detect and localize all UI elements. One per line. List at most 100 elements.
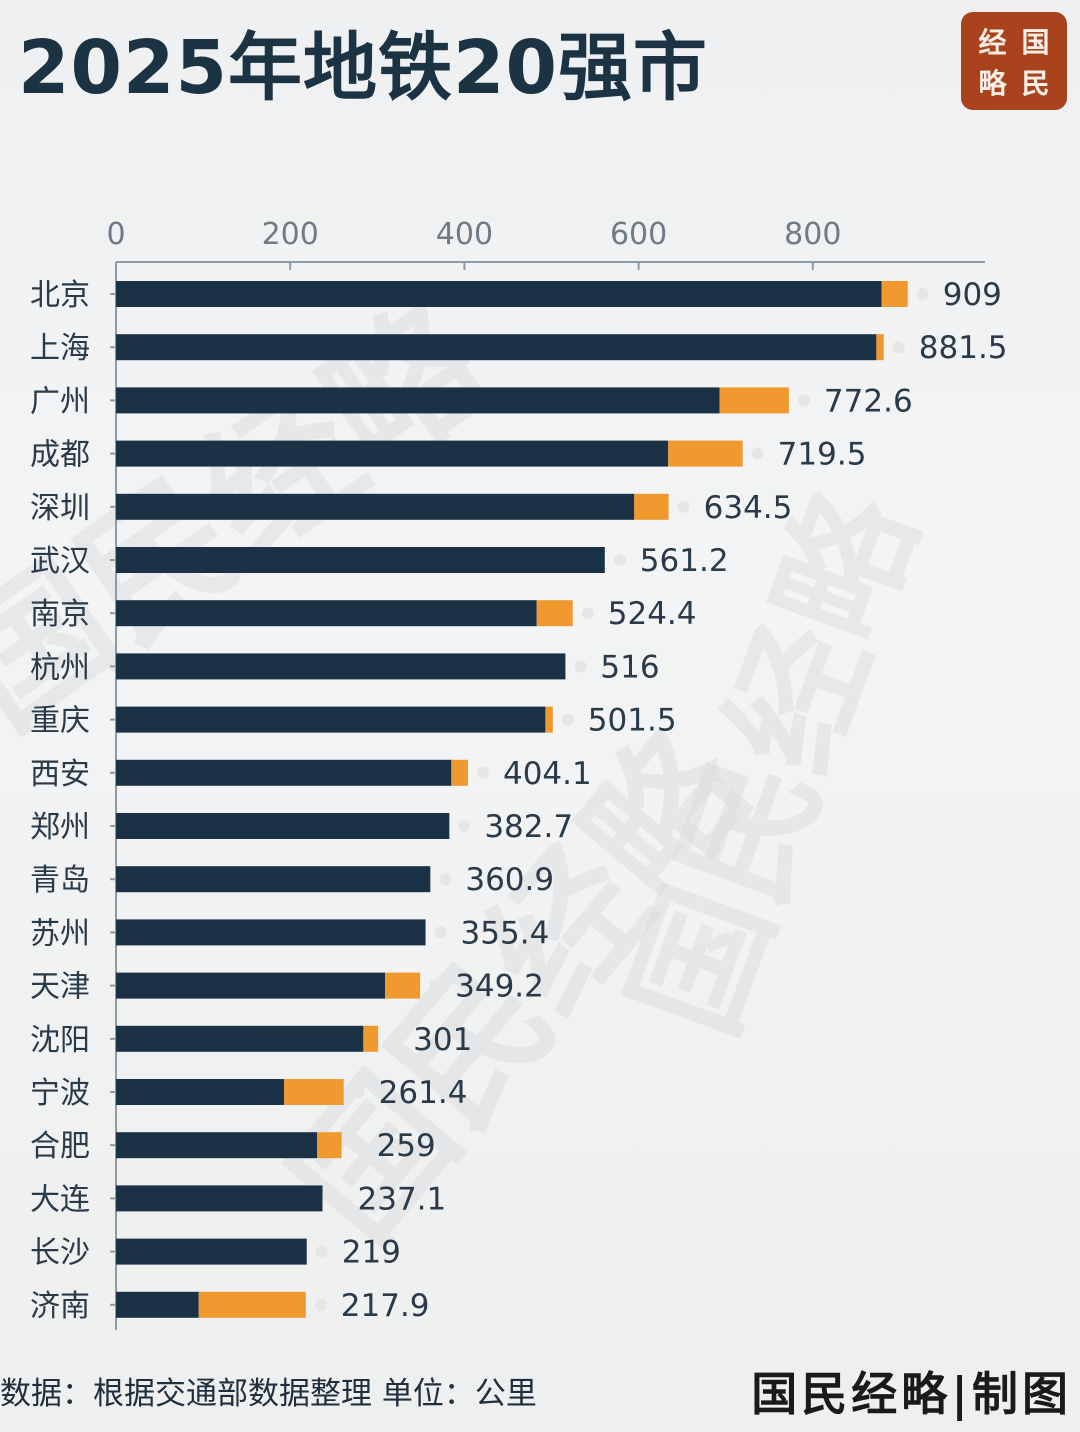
bar-segment-primary bbox=[116, 1185, 323, 1212]
bar-segment-primary bbox=[116, 547, 605, 573]
bar-segment-accent bbox=[881, 281, 908, 307]
bar-segment-primary bbox=[116, 387, 720, 414]
category-label: 大连 bbox=[30, 1182, 90, 1217]
bar-segment-primary bbox=[116, 1291, 199, 1318]
data-label: 237.1 bbox=[358, 1181, 447, 1217]
data-label: 561.2 bbox=[640, 543, 729, 579]
bar-segment-primary bbox=[116, 1025, 364, 1052]
credit-text: 国民经略|制图 bbox=[751, 1367, 1072, 1421]
category-label: 宁波 bbox=[30, 1076, 90, 1111]
bars: 北京 909 上海 881.5 广州 772.6 成都 719.5 深圳 634.5 武汉 561.2… bbox=[30, 277, 1008, 1324]
bar-segment-primary bbox=[116, 866, 431, 893]
data-label: 360.9 bbox=[465, 862, 554, 898]
x-tick-label: 400 bbox=[436, 217, 493, 252]
bar-end-dot bbox=[751, 447, 764, 460]
category-label: 广州 bbox=[30, 384, 90, 419]
bar-end-dot bbox=[561, 713, 574, 726]
category-label: 深圳 bbox=[30, 491, 90, 526]
logo-char: 经 bbox=[978, 25, 1007, 59]
bar-end-dot bbox=[439, 873, 452, 886]
bar-segment-primary bbox=[116, 813, 450, 839]
bar-segment-primary bbox=[116, 919, 426, 946]
data-label: 516 bbox=[600, 649, 659, 685]
data-label: 301 bbox=[413, 1022, 472, 1058]
category-label: 南京 bbox=[30, 597, 90, 632]
category-label: 西安 bbox=[30, 757, 90, 792]
bar-end-dot bbox=[429, 979, 442, 992]
bar-segment-accent bbox=[317, 1132, 342, 1159]
x-tick-label: 600 bbox=[610, 217, 667, 252]
data-label: 219 bbox=[342, 1235, 401, 1271]
bar-end-dot bbox=[331, 1192, 344, 1205]
bar-segment-primary bbox=[116, 759, 452, 786]
data-label: 909 bbox=[943, 277, 1002, 313]
data-label: 404.1 bbox=[503, 756, 592, 792]
data-label: 349.2 bbox=[455, 969, 544, 1005]
data-label: 355.4 bbox=[461, 915, 550, 951]
logo-char: 国 bbox=[1021, 25, 1050, 59]
bar-end-dot bbox=[350, 1139, 363, 1152]
bar-segment-primary bbox=[116, 600, 537, 627]
category-label: 武汉 bbox=[30, 544, 90, 579]
bar-end-dot bbox=[314, 1298, 327, 1311]
bar-end-dot bbox=[581, 607, 594, 620]
x-tick-label: 0 bbox=[106, 217, 125, 252]
data-label: 261.4 bbox=[379, 1075, 468, 1111]
category-label: 重庆 bbox=[30, 704, 90, 739]
bar-end-dot bbox=[458, 820, 471, 832]
category-label: 青岛 bbox=[30, 863, 90, 898]
category-label: 杭州 bbox=[30, 650, 90, 685]
bar-segment-accent bbox=[198, 1291, 306, 1318]
category-label: 郑州 bbox=[30, 810, 90, 845]
bar-end-dot bbox=[677, 500, 690, 513]
category-label: 天津 bbox=[30, 970, 90, 1005]
logo-char: 略 bbox=[978, 66, 1007, 100]
data-label: 524.4 bbox=[608, 596, 697, 632]
category-label: 合肥 bbox=[30, 1129, 90, 1164]
data-label: 881.5 bbox=[919, 330, 1008, 366]
bar-segment-primary bbox=[116, 1079, 285, 1105]
brand-logo: 经 国 略 民 bbox=[961, 12, 1067, 110]
category-label: 沈阳 bbox=[30, 1023, 90, 1058]
bar-end-dot bbox=[315, 1245, 328, 1258]
bar-end-dot bbox=[574, 660, 587, 673]
bar-segment-primary bbox=[116, 1238, 307, 1265]
bar-segment-accent bbox=[719, 387, 789, 414]
bar-segment-accent bbox=[668, 440, 743, 467]
bar-segment-accent bbox=[451, 759, 468, 786]
bar-segment-primary bbox=[116, 334, 877, 361]
bar-end-dot bbox=[797, 394, 810, 407]
x-tick-label: 200 bbox=[262, 217, 319, 252]
bar-segment-accent bbox=[545, 706, 553, 733]
bar-segment-primary bbox=[116, 1132, 318, 1159]
data-label: 217.9 bbox=[341, 1288, 430, 1324]
data-label: 501.5 bbox=[588, 703, 677, 739]
bar-segment-accent bbox=[385, 972, 421, 999]
source-note: 数据：根据交通部数据整理 单位：公里 bbox=[0, 1376, 537, 1412]
bar-segment-accent bbox=[363, 1025, 379, 1052]
logo-char: 民 bbox=[1021, 66, 1050, 100]
bar-segment-accent bbox=[634, 493, 669, 520]
bar-segment-accent bbox=[284, 1079, 344, 1105]
data-label: 259 bbox=[377, 1128, 436, 1164]
bar-segment-accent bbox=[536, 600, 573, 627]
bar-end-dot bbox=[434, 926, 447, 939]
bar-segment-primary bbox=[116, 440, 669, 467]
category-label: 苏州 bbox=[30, 916, 90, 951]
bar-segment-primary bbox=[116, 972, 386, 999]
x-tick-label: 800 bbox=[784, 217, 841, 252]
category-label: 济南 bbox=[30, 1289, 90, 1324]
bar-end-dot bbox=[387, 1032, 400, 1045]
bar-end-dot bbox=[916, 288, 929, 300]
bar-segment-primary bbox=[116, 493, 635, 520]
category-label: 上海 bbox=[30, 331, 90, 366]
bar-segment-primary bbox=[116, 706, 546, 733]
category-label: 长沙 bbox=[30, 1236, 90, 1271]
bar-end-dot bbox=[613, 554, 626, 566]
bar-end-dot bbox=[476, 766, 489, 779]
category-label: 成都 bbox=[30, 438, 90, 473]
bar-segment-primary bbox=[116, 281, 882, 307]
chart-title: 2025年地铁20强市 bbox=[18, 25, 708, 111]
category-label: 北京 bbox=[30, 278, 90, 313]
